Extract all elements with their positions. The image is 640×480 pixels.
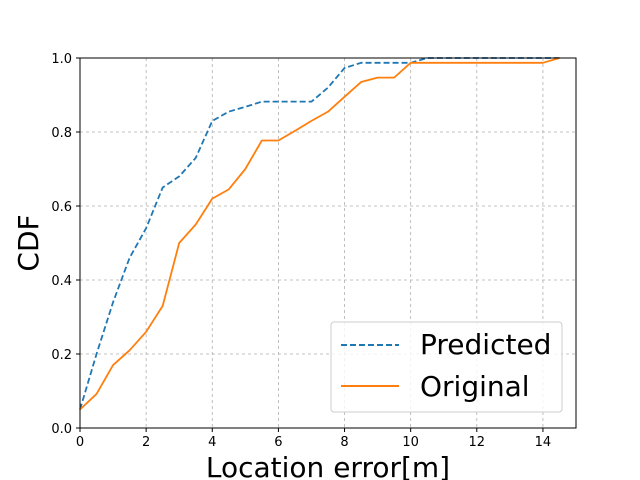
y-tick-label: 0.0 — [51, 422, 72, 437]
x-tick-label: 4 — [208, 435, 216, 450]
legend: Predicted Original — [330, 321, 563, 413]
x-tick-label: 10 — [402, 435, 419, 450]
y-tick-label: 1.0 — [51, 52, 72, 67]
x-tick-label: 2 — [142, 435, 150, 450]
legend-label-original: Original — [420, 370, 530, 403]
y-tick-label: 0.4 — [51, 274, 72, 289]
y-tick-label: 0.6 — [51, 200, 72, 215]
x-tick-label: 0 — [76, 435, 84, 450]
y-tick-label: 0.8 — [51, 126, 72, 141]
x-axis-title: Location error[m] — [206, 451, 450, 480]
axis-ticks: 0 2 4 6 8 10 12 14 0.0 0.2 0.4 0.6 0.8 1.0 — [51, 52, 551, 450]
x-tick-label: 12 — [469, 435, 486, 450]
y-axis-title: CDF — [12, 214, 45, 271]
legend-label-predicted: Predicted — [420, 328, 551, 361]
x-tick-label: 14 — [535, 435, 552, 450]
x-tick-label: 6 — [274, 435, 282, 450]
plot-frame — [79, 57, 577, 429]
series-line-original — [79, 57, 560, 411]
y-tick-label: 0.2 — [51, 348, 72, 363]
x-tick-label: 8 — [340, 435, 348, 450]
